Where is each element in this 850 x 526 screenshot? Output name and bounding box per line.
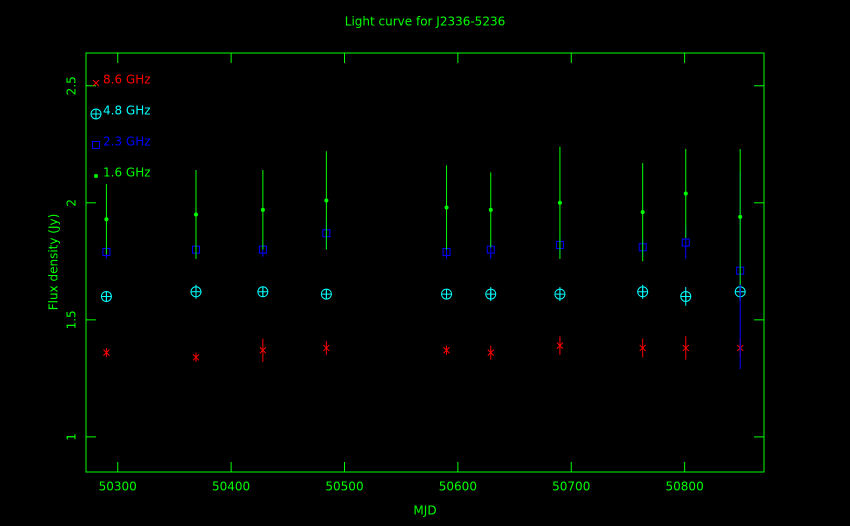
marker-shape	[556, 342, 564, 349]
marker	[103, 349, 110, 356]
marker	[681, 238, 690, 247]
marker-shape	[640, 210, 645, 215]
marker-shape	[324, 198, 329, 203]
marker	[323, 344, 330, 352]
marker	[100, 290, 112, 302]
marker-shape	[91, 109, 101, 119]
marker-shape	[488, 207, 493, 212]
marker-shape	[94, 174, 98, 178]
marker-shape	[192, 353, 200, 361]
marker	[485, 288, 497, 300]
marker	[640, 210, 645, 215]
marker-shape	[683, 191, 688, 196]
x-tick-label: 50800	[666, 480, 704, 494]
x-tick-label: 50500	[325, 480, 363, 494]
marker	[92, 79, 100, 87]
marker	[487, 349, 495, 356]
marker-shape	[444, 205, 449, 210]
marker	[637, 286, 649, 298]
marker-shape	[323, 344, 330, 352]
marker-shape	[190, 286, 201, 297]
marker	[104, 217, 109, 222]
marker	[682, 344, 690, 352]
marker-shape	[257, 286, 268, 297]
marker	[556, 342, 564, 349]
marker-shape	[101, 291, 112, 302]
marker	[441, 288, 453, 300]
marker-shape	[487, 349, 495, 356]
marker-shape	[259, 346, 267, 354]
legend-label: 8.6 GHz	[103, 73, 151, 87]
marker	[90, 108, 102, 120]
legend-label: 2.3 GHz	[103, 135, 151, 149]
x-tick-label: 50300	[99, 480, 137, 494]
y-axis-label: Flux density (Jy)	[47, 214, 61, 311]
marker	[260, 207, 265, 212]
chart-title: Light curve for J2336-5236	[345, 15, 505, 29]
marker	[192, 353, 200, 361]
marker	[557, 200, 562, 205]
legend-label: 4.8 GHz	[103, 104, 151, 118]
marker-shape	[92, 79, 100, 87]
marker	[738, 214, 743, 219]
marker-shape	[682, 344, 690, 352]
marker-shape	[441, 289, 452, 300]
marker-shape	[639, 344, 647, 352]
marker-shape	[485, 289, 496, 300]
plot-frame	[85, 52, 765, 473]
marker	[92, 141, 100, 149]
marker-shape	[104, 217, 109, 222]
marker-shape	[443, 346, 450, 354]
marker-shape	[103, 349, 110, 356]
marker-shape	[260, 207, 265, 212]
marker-shape	[321, 289, 332, 300]
x-tick-label: 50400	[212, 480, 250, 494]
marker-shape	[738, 214, 743, 219]
marker-shape	[92, 141, 100, 149]
marker	[683, 191, 688, 196]
y-tick-label: 2	[65, 199, 79, 207]
marker-shape	[637, 286, 648, 297]
y-tick-label: 1	[65, 433, 79, 441]
x-tick-label: 50600	[439, 480, 477, 494]
marker	[193, 212, 198, 217]
marker	[680, 290, 692, 302]
marker	[554, 288, 566, 300]
x-tick-label: 50700	[552, 480, 590, 494]
marker-shape	[680, 291, 691, 302]
marker	[94, 174, 98, 178]
marker	[320, 288, 332, 300]
marker-shape	[557, 200, 562, 205]
y-tick-label: 1.5	[65, 310, 79, 329]
marker-shape	[554, 289, 565, 300]
marker	[324, 198, 329, 203]
marker-shape	[193, 212, 198, 217]
marker	[444, 205, 449, 210]
marker	[639, 344, 647, 352]
marker-shape	[681, 238, 690, 247]
x-axis-label: MJD	[413, 504, 436, 518]
legend-label: 1.6 GHz	[103, 166, 151, 180]
marker	[443, 346, 450, 354]
marker	[488, 207, 493, 212]
marker	[259, 346, 267, 354]
marker	[190, 286, 202, 298]
y-tick-label: 2.5	[65, 76, 79, 95]
marker	[257, 286, 269, 298]
